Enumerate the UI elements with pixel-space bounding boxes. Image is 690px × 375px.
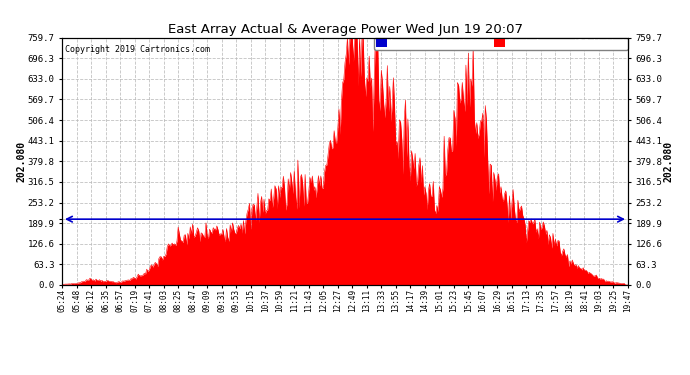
Text: Copyright 2019 Cartronics.com: Copyright 2019 Cartronics.com xyxy=(65,45,210,54)
Y-axis label: 202.080: 202.080 xyxy=(16,141,26,182)
Y-axis label: 202.080: 202.080 xyxy=(664,141,674,182)
Title: East Array Actual & Average Power Wed Jun 19 20:07: East Array Actual & Average Power Wed Ju… xyxy=(168,23,522,36)
Legend: Average  (DC Watts), East Array  (DC Watts): Average (DC Watts), East Array (DC Watts… xyxy=(374,38,628,50)
